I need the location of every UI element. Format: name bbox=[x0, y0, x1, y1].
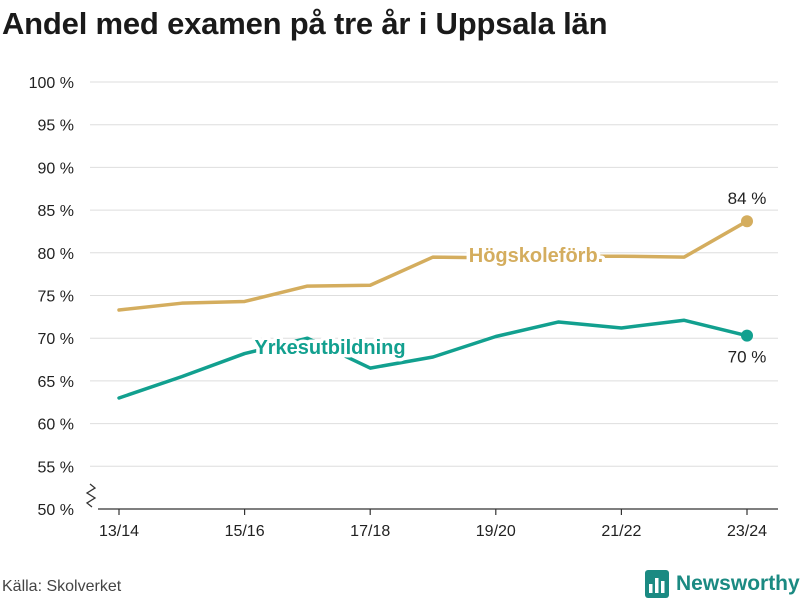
y-tick-label: 65 % bbox=[38, 374, 74, 391]
series-line-2 bbox=[117, 318, 749, 400]
axis-break-icon bbox=[85, 483, 97, 508]
axes: 50 % 55 % 60 % 65 % 70 % 75 % 80 % 85 % 90 % 95 %… bbox=[29, 75, 778, 540]
y-tick-label: 60 % bbox=[38, 417, 74, 434]
y-tick-label: 95 % bbox=[38, 118, 74, 135]
x-tick-label: 17/18 bbox=[350, 523, 390, 540]
bar-chart-logo-icon bbox=[645, 570, 669, 598]
series-labels: 84 % 70 % Högskoleförb. Yrkesutbildning bbox=[251, 189, 767, 367]
y-tick-label: 70 % bbox=[38, 331, 74, 348]
gridlines bbox=[90, 81, 778, 467]
series-line-1 bbox=[117, 219, 749, 312]
y-tick-label: 85 % bbox=[38, 203, 74, 220]
series-end-label-2: 70 % bbox=[728, 348, 767, 367]
x-tick-label: 13/14 bbox=[99, 523, 139, 540]
series-endpoint-2 bbox=[741, 329, 753, 342]
series-name-label-2: Yrkesutbildning bbox=[254, 337, 405, 359]
x-tick-label: 19/20 bbox=[476, 523, 516, 540]
chart-title: Andel med examen på tre år i Uppsala län bbox=[2, 6, 608, 41]
series-endpoint-1 bbox=[741, 215, 753, 228]
series-end-label-1: 84 % bbox=[728, 189, 767, 208]
y-tick-label: 100 % bbox=[29, 75, 74, 92]
y-tick-label: 80 % bbox=[38, 246, 74, 263]
y-tick-label: 75 % bbox=[38, 289, 74, 306]
series-lines bbox=[117, 215, 753, 400]
y-tick-label: 50 % bbox=[38, 502, 74, 519]
brand-name: Newsworthy bbox=[676, 572, 800, 595]
y-tick-label: 90 % bbox=[38, 160, 74, 177]
source-note: Källa: Skolverket bbox=[2, 578, 122, 595]
x-tick-label: 21/22 bbox=[601, 523, 641, 540]
x-tick-label: 15/16 bbox=[225, 523, 265, 540]
series-name-label-1: Högskoleförb. bbox=[469, 245, 603, 267]
newsworthy-logo: Newsworthy bbox=[645, 570, 800, 598]
x-tick-label: 23/24 bbox=[727, 523, 767, 540]
y-tick-label: 55 % bbox=[38, 459, 74, 476]
